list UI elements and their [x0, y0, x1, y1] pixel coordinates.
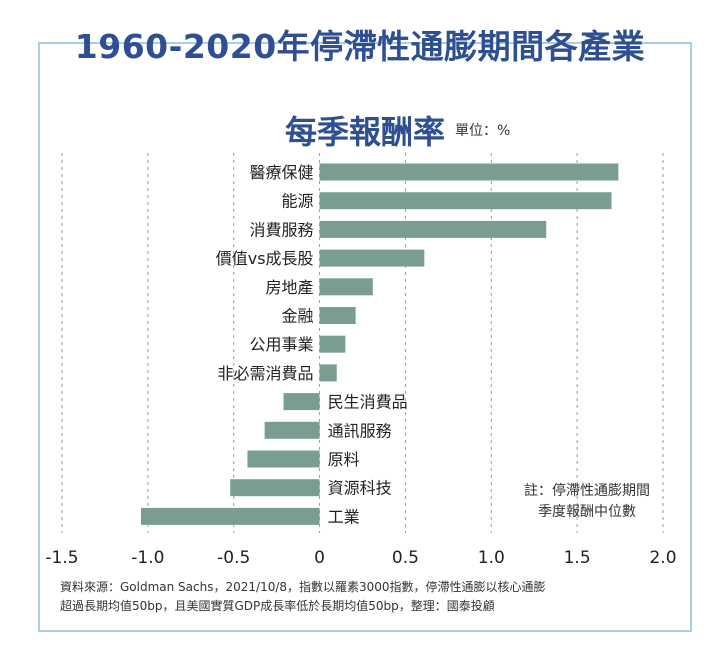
note-line-1: 註：停滯性通膨期間	[524, 483, 650, 499]
chart-card	[38, 42, 692, 632]
x-tick-label: -1.5	[45, 548, 78, 568]
category-label: 通訊服務	[328, 421, 392, 440]
bar	[319, 163, 619, 181]
bar	[264, 421, 320, 439]
bar	[319, 335, 346, 353]
category-label: 工業	[328, 507, 360, 526]
category-label: 公用事業	[250, 335, 314, 354]
x-tick-label: -1.0	[131, 548, 164, 568]
x-tick-label: 1.5	[564, 548, 591, 568]
bar	[319, 278, 373, 296]
category-label: 醫療保健	[250, 163, 314, 182]
category-label: 非必需消費品	[218, 364, 314, 383]
source-line-1: 資料來源：Goldman Sachs，2021/10/8，指數以羅素3000指數…	[60, 580, 546, 594]
bar	[319, 249, 425, 267]
bar	[319, 220, 547, 238]
category-label: 價值vs成長股	[216, 249, 314, 268]
chart-note: 註：停滯性通膨期間 季度報酬中位數	[497, 481, 677, 523]
category-label: 民生消費品	[328, 393, 408, 412]
chart-subtitle: 每季報酬率	[285, 113, 446, 151]
category-label: 消費服務	[250, 220, 314, 239]
x-tick-label: 1.0	[478, 548, 505, 568]
category-label: 能源	[282, 192, 314, 211]
note-line-2: 季度報酬中位數	[538, 504, 636, 520]
source-line-2: 超過長期均值50bp，且美國實質GDP成長率低於長期均值50bp，整理：國泰投顧	[60, 599, 495, 613]
bar	[319, 364, 337, 382]
bar	[247, 450, 320, 468]
bar	[319, 192, 612, 210]
category-label: 金融	[282, 307, 314, 326]
bar	[140, 507, 320, 525]
x-tick-label: 0	[314, 548, 325, 568]
source-text: 資料來源：Goldman Sachs，2021/10/8，指數以羅素3000指數…	[60, 578, 680, 616]
category-label: 房地產	[266, 278, 314, 297]
category-label: 資源科技	[328, 479, 392, 498]
x-tick-label: 2.0	[649, 548, 676, 568]
unit-label: 單位：%	[455, 123, 511, 139]
bar	[319, 307, 356, 324]
category-label: 原料	[328, 450, 360, 469]
chart-title: 1960-2020年停滯性通膨期間各產業	[74, 27, 646, 66]
bar	[230, 479, 320, 497]
x-tick-label: 0.5	[392, 548, 419, 568]
bar	[283, 393, 320, 411]
x-tick-label: -0.5	[217, 548, 250, 568]
